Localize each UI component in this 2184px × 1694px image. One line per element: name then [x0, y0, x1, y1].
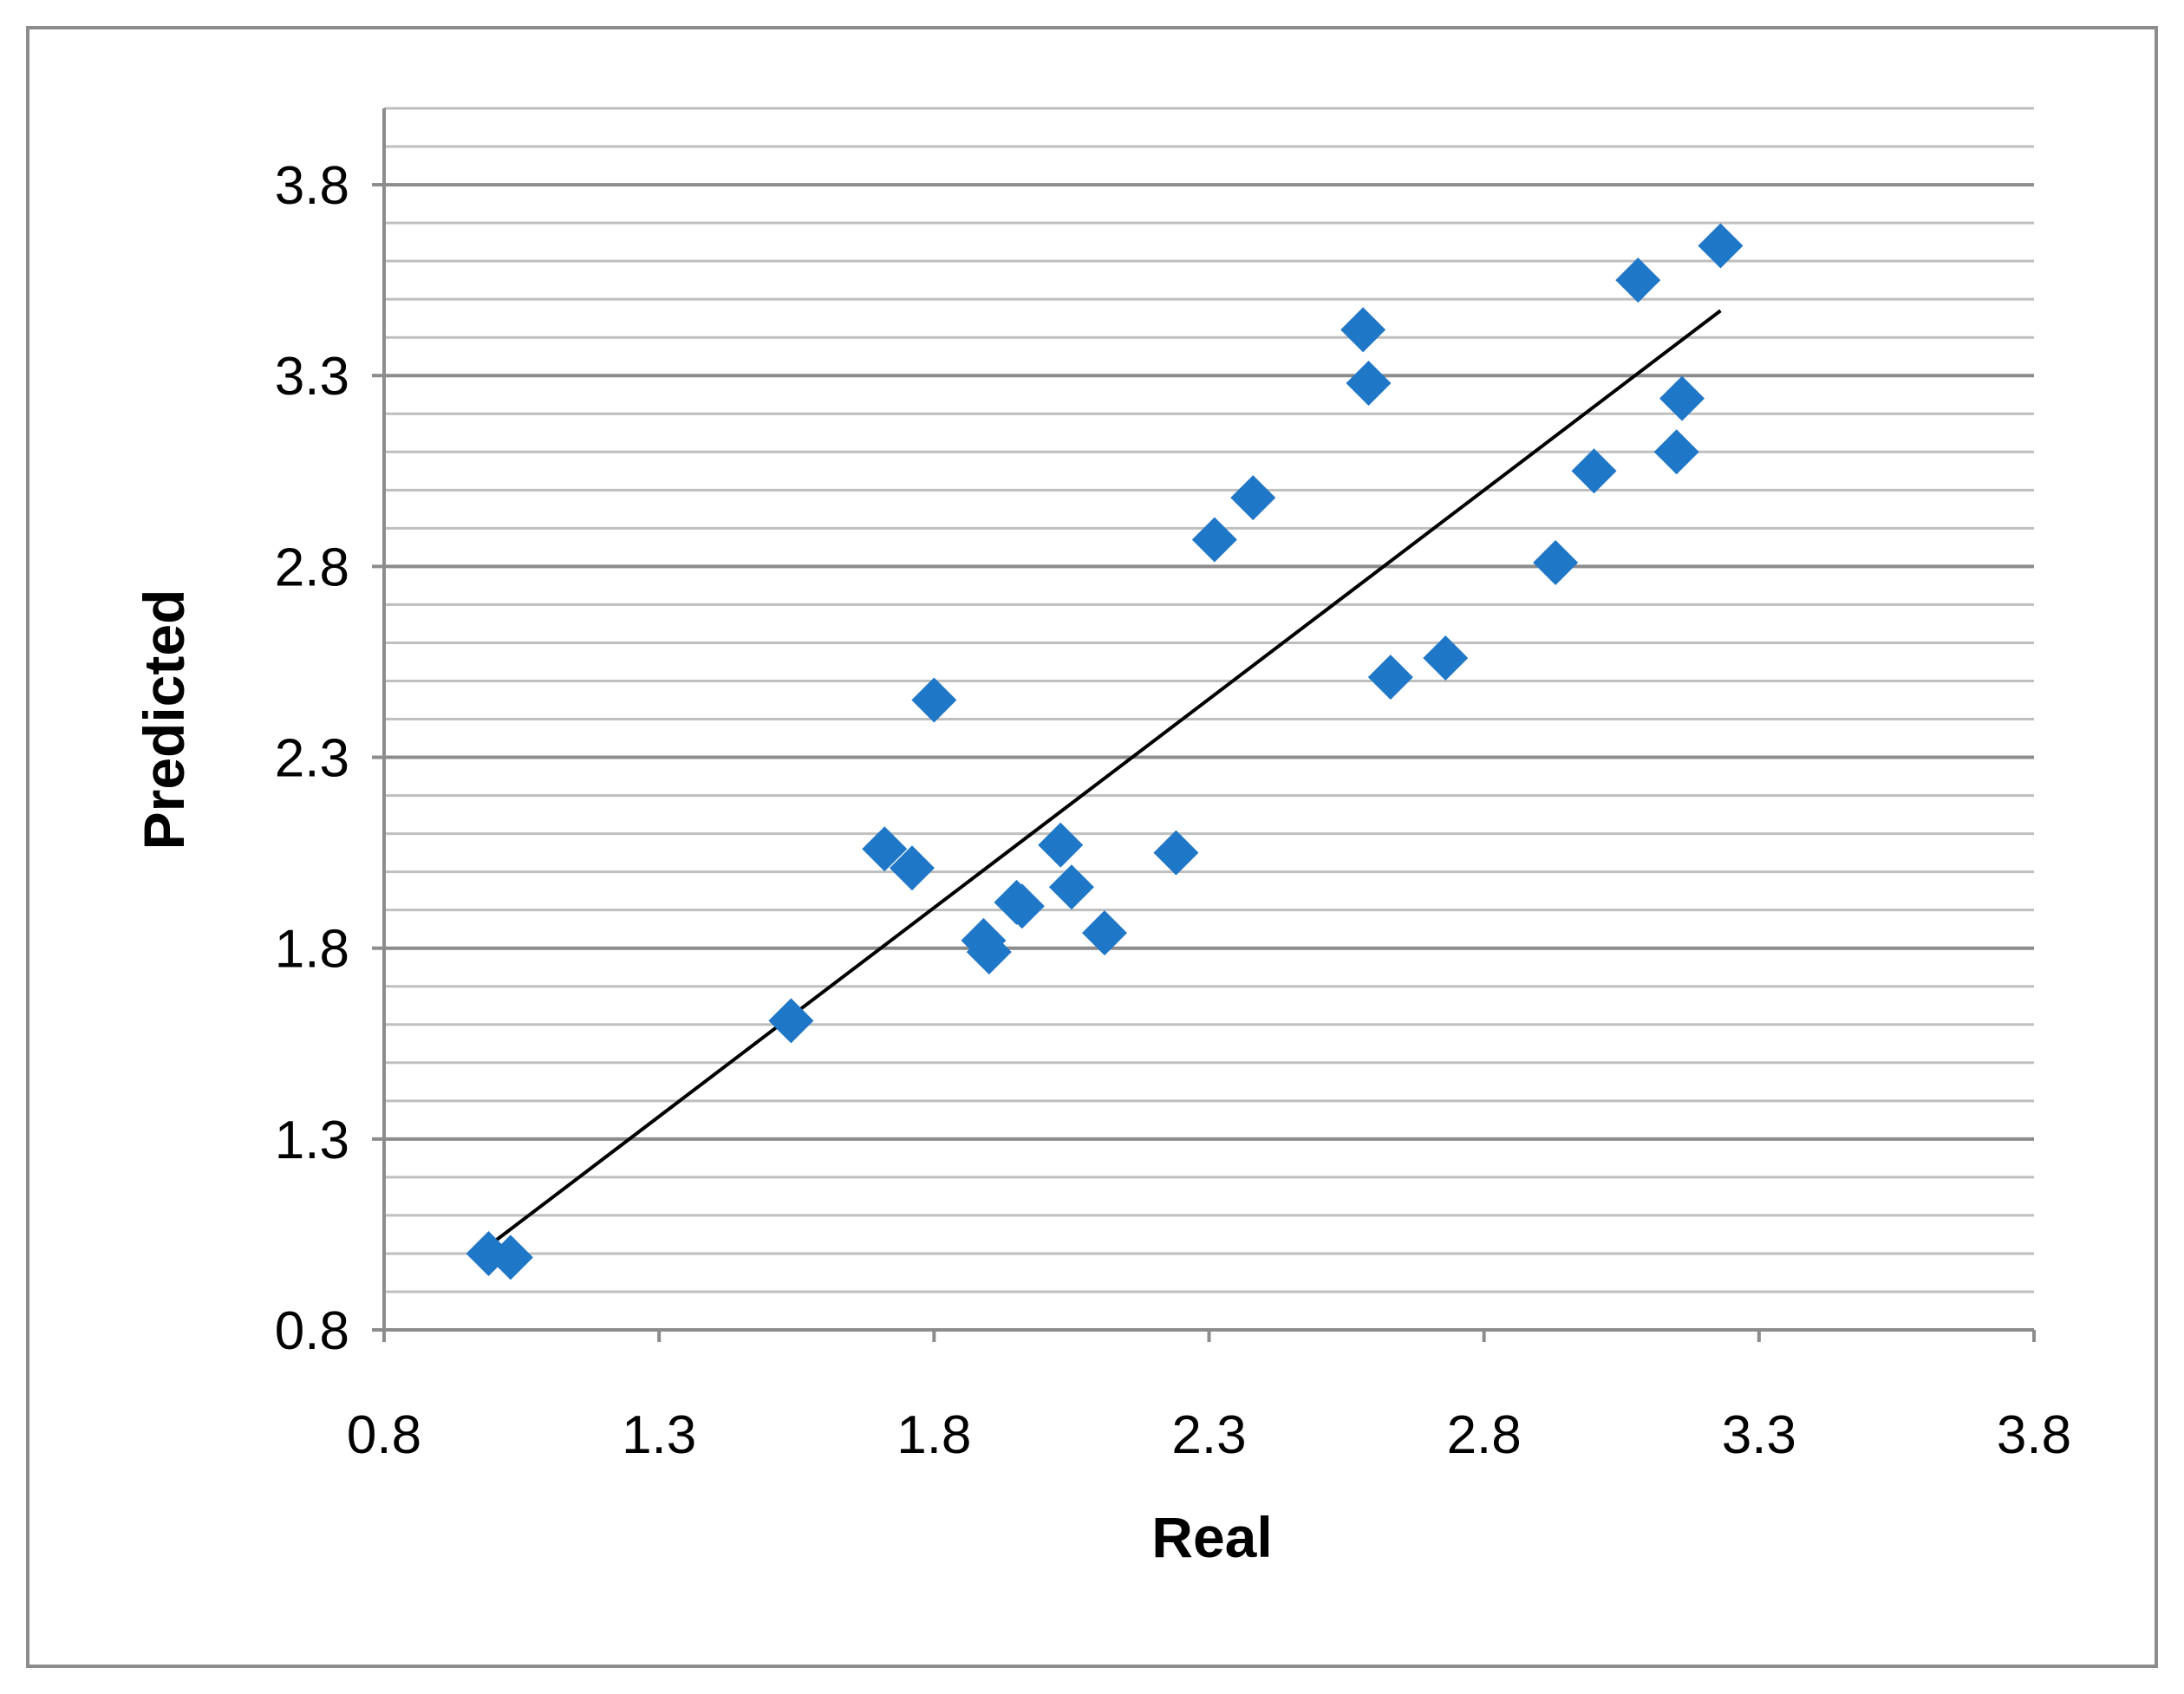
x-axis-title: Real — [1151, 1505, 1272, 1569]
data-point — [768, 998, 814, 1044]
y-axis-title: Predicted — [132, 590, 196, 850]
data-point — [1533, 539, 1579, 585]
data-point — [999, 883, 1045, 929]
y-tick-label: 0.8 — [275, 1301, 349, 1361]
y-tick-label: 3.3 — [275, 347, 349, 407]
x-tick-label: 2.3 — [1171, 1405, 1246, 1465]
data-point — [1191, 517, 1237, 563]
data-point — [1615, 257, 1661, 303]
data-point — [889, 845, 935, 891]
x-tick-label: 3.3 — [1722, 1405, 1796, 1465]
x-tick-label: 1.3 — [622, 1405, 696, 1465]
data-point — [911, 677, 957, 723]
trendline — [487, 309, 1722, 1248]
data-point — [1346, 361, 1392, 407]
data-point — [1048, 864, 1094, 910]
data-point — [1340, 307, 1386, 353]
x-tick-label: 0.8 — [347, 1405, 421, 1465]
y-tick-label: 3.8 — [275, 156, 349, 216]
data-point — [966, 929, 1012, 975]
axes — [372, 108, 2036, 1342]
data-point — [1423, 635, 1469, 681]
data-point — [1367, 655, 1413, 700]
grid-lines — [384, 107, 2034, 1293]
y-tick-label: 2.8 — [275, 538, 349, 597]
y-tick-label: 2.3 — [275, 729, 349, 789]
data-point — [487, 1235, 533, 1280]
data-point — [862, 826, 908, 872]
y-tick-label: 1.8 — [275, 920, 349, 980]
y-tick-label: 1.3 — [275, 1111, 349, 1170]
data-point — [1038, 822, 1084, 868]
data-point — [1230, 475, 1276, 521]
x-tick-label: 2.8 — [1447, 1405, 1522, 1465]
data-point — [1571, 448, 1617, 494]
tick-labels: 0.8 1.3 1.8 2.3 2.8 3.3 3.8 0.8 1.3 1.8 2.3 2.8 3.3 3… — [275, 156, 2071, 1465]
x-tick-label: 1.8 — [896, 1405, 971, 1465]
data-points — [466, 223, 1744, 1280]
data-point — [1653, 429, 1699, 475]
data-point — [1153, 830, 1199, 876]
data-point — [1081, 910, 1127, 956]
data-point — [1698, 223, 1744, 269]
data-point — [1659, 375, 1705, 421]
trendline-group — [487, 309, 1722, 1248]
x-tick-label: 3.8 — [1997, 1405, 2071, 1465]
